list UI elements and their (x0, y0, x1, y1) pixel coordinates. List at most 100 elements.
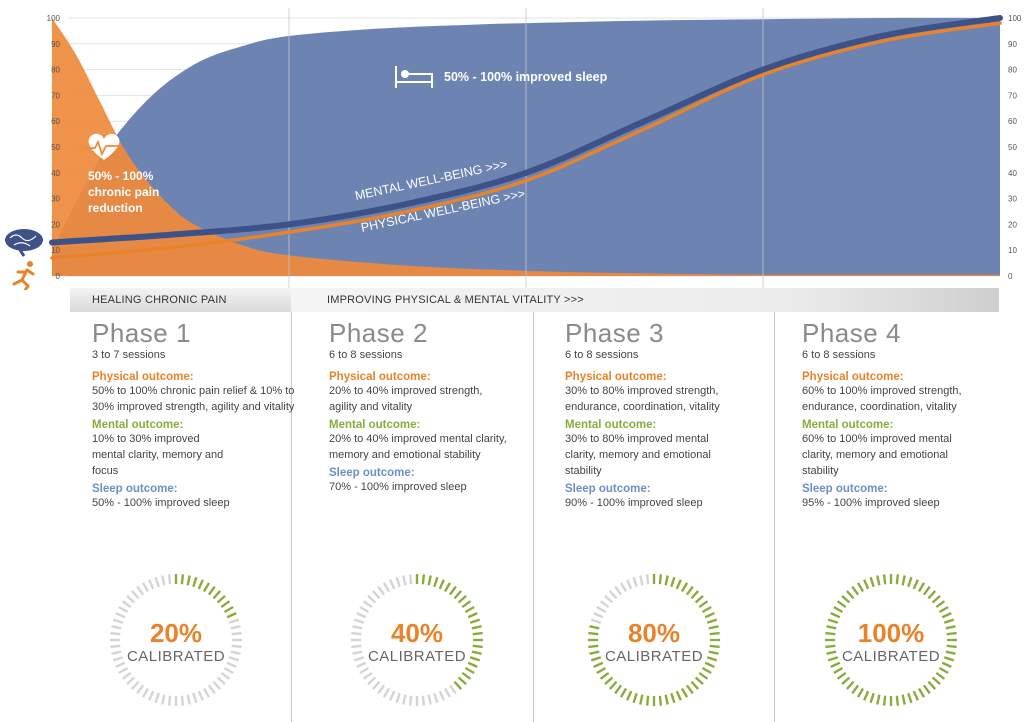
sleep-outcome-label: Sleep outcome: (565, 483, 651, 495)
gauge-tick (830, 612, 841, 619)
gauge-tick (619, 687, 628, 698)
sleep-outcome-label: Sleep outcome: (92, 483, 178, 495)
y-tick-label: 20 (51, 220, 60, 229)
gauge-tick (382, 687, 391, 698)
gauge-tick (402, 575, 407, 586)
gauge-tick (901, 694, 906, 705)
gauge-tick (680, 687, 689, 698)
gauge-tick (922, 684, 931, 695)
y-tick-label: 90 (51, 40, 60, 49)
pain-annotation-line2: chronic pain (88, 185, 159, 199)
gauge-tick (685, 684, 694, 695)
phase-title: Phase 3 (565, 318, 664, 348)
gauge-tick (464, 605, 475, 614)
gauge-tick (167, 695, 172, 706)
gauge-tick (945, 650, 956, 655)
gauge-tick (588, 631, 599, 636)
gauge-tick (709, 644, 720, 649)
gauge-tick (596, 666, 607, 675)
gauge-tick (830, 661, 841, 668)
gauge-tick (362, 671, 373, 680)
brain-icon (5, 229, 43, 257)
gauge-calibrated-label: CALIBRATED (126, 648, 226, 665)
gauge-tick (927, 590, 937, 600)
gauge-tick (639, 694, 644, 705)
gauge-tick (593, 612, 604, 619)
phase-sessions: 3 to 7 sessions (92, 349, 166, 361)
gauge-tick (708, 650, 719, 655)
pain-annotation-line3: reduction (88, 201, 143, 215)
gauge-tick (632, 576, 638, 588)
sleep-outcome-text: 70% - 100% improved sleep (329, 481, 467, 493)
gauge-tick (907, 692, 913, 704)
gauge-tick (632, 692, 638, 704)
gauge-tick (675, 579, 682, 590)
physical-outcome-label: Physical outcome: (802, 371, 904, 383)
gauge-tick (614, 684, 623, 695)
gauge-tick (161, 694, 166, 705)
gauge-tick (469, 656, 481, 662)
gauge-percent: 20% (149, 618, 203, 648)
gauge-tick (701, 605, 712, 614)
gauge-tick (589, 650, 600, 655)
gauge-tick (433, 692, 439, 704)
gauge-tick (112, 618, 124, 624)
gauge-tick (836, 600, 847, 609)
gauge-tick (917, 582, 926, 593)
physical-outcome-label: Physical outcome: (92, 371, 194, 383)
gauge-tick (708, 625, 719, 630)
gauge-tick (467, 661, 478, 668)
gauge-tick (882, 574, 887, 585)
gauge-percent: 100% (857, 618, 925, 648)
gauge-tick (356, 661, 367, 668)
gauge-tick (469, 618, 481, 624)
calibration-gauge-phase-3: 80% CALIBRATED (588, 574, 720, 706)
sleep-outcome-label: Sleep outcome: (802, 483, 888, 495)
gauge-tick (231, 644, 242, 649)
phase-divider (774, 312, 775, 722)
physical-outcome-label: Physical outcome: (565, 371, 667, 383)
gauge-tick (186, 694, 191, 705)
gauge-tick (876, 694, 881, 705)
gauge-tick (943, 618, 955, 624)
gauge-tick (427, 694, 432, 705)
gauge-tick (943, 656, 955, 662)
gauge-tick (148, 690, 155, 701)
gauge-tick (709, 631, 720, 636)
gauge-tick (907, 576, 913, 588)
gauge-tick (197, 579, 204, 590)
gauge-tick (121, 600, 132, 609)
gauge-tick (202, 582, 211, 593)
band-improving-vitality: IMPROVING PHYSICAL & MENTAL VITALITY >>> (291, 288, 999, 312)
y-tick-label: 80 (1008, 66, 1017, 75)
gauge-tick (230, 625, 241, 630)
band-healing-chronic-pain: HEALING CHRONIC PAIN (70, 288, 291, 312)
gauge-tick (207, 585, 216, 596)
gauge-tick (111, 625, 122, 630)
sleep-outcome-text: 90% - 100% improved sleep (565, 497, 703, 509)
gauge-tick (946, 631, 957, 636)
gauge-tick (863, 579, 870, 590)
gauge-tick (136, 585, 145, 596)
sleep-annotation: 50% - 100% improved sleep (444, 70, 608, 84)
gauge-tick (639, 575, 644, 586)
gauge-tick (664, 575, 669, 586)
gauge-ring (110, 574, 242, 706)
gauge-tick (118, 605, 129, 614)
gauge-tick (833, 666, 844, 675)
gauge-tick (619, 582, 628, 593)
gauge-percent: 40% (390, 618, 444, 648)
gauge-tick (845, 680, 855, 690)
gauge-tick (453, 680, 463, 690)
gauge-tick (596, 605, 607, 614)
y-tick-label: 40 (1008, 169, 1017, 178)
phase-1-column: Phase 1 3 to 7 sessions Physical outcome… (92, 318, 302, 513)
gauge-tick (141, 687, 150, 698)
phase-title: Phase 1 (92, 318, 191, 348)
gauge-tick (377, 585, 386, 596)
gauge-tick (136, 684, 145, 695)
y-tick-label: 60 (1008, 117, 1017, 126)
mental-outcome-text: 10% to 30% improved mental clarity, memo… (92, 433, 224, 477)
gauge-tick (448, 585, 457, 596)
